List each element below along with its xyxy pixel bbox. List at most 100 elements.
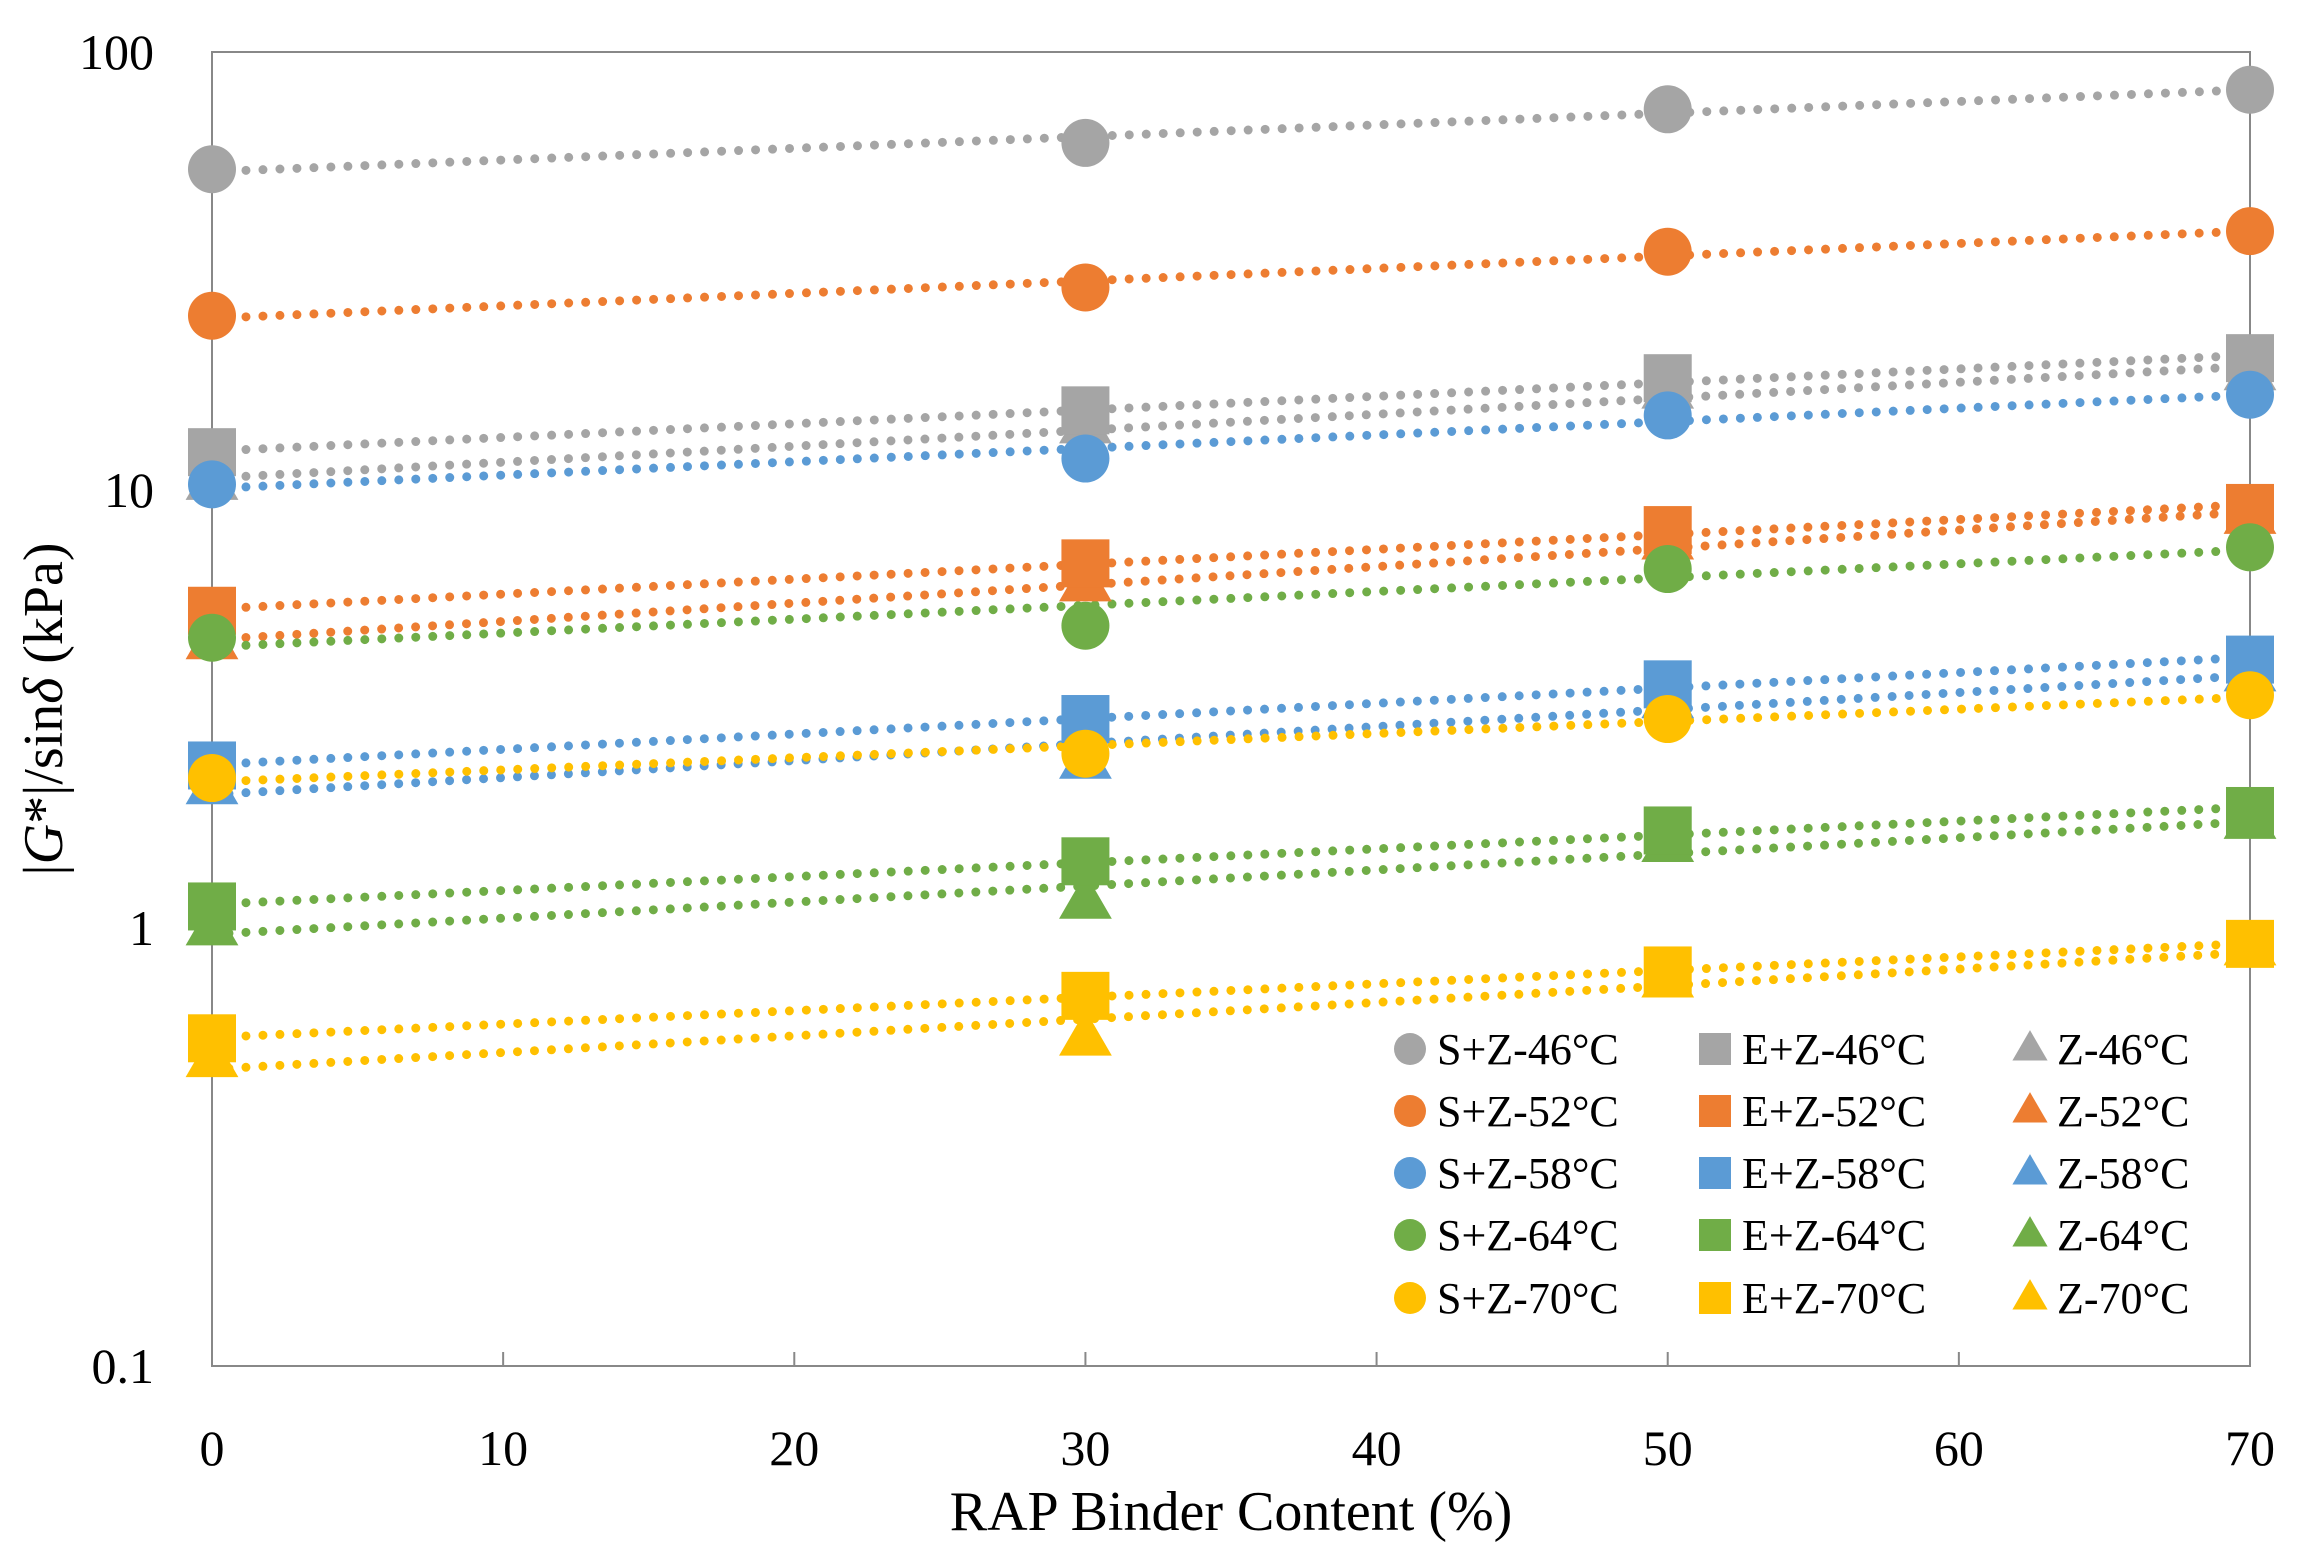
x-ticks bbox=[502, 1352, 1960, 1366]
circle-marker bbox=[188, 460, 236, 509]
circle-marker bbox=[1643, 391, 1692, 440]
square-marker bbox=[1643, 946, 1692, 995]
data-markers bbox=[185, 65, 2277, 1078]
y-axis-title-part: | bbox=[13, 864, 75, 875]
circle-marker bbox=[2226, 65, 2274, 114]
x-tick-label: 0 bbox=[200, 1420, 225, 1476]
legend-square-icon bbox=[1699, 1095, 1731, 1127]
trendline bbox=[207, 692, 2255, 787]
legend-circle-icon bbox=[1394, 1219, 1426, 1251]
trendline bbox=[207, 652, 2255, 770]
trendline bbox=[207, 390, 2255, 493]
circle-marker bbox=[1643, 85, 1692, 134]
legend-label: Z-52°C bbox=[2057, 1087, 2189, 1136]
square-marker bbox=[1061, 386, 1110, 435]
y-tick-label: 0.1 bbox=[92, 1338, 155, 1394]
y-tick-label: 10 bbox=[104, 462, 154, 518]
y-tick-labels: 0.1 1 10 100 bbox=[79, 24, 154, 1394]
trendlines bbox=[207, 85, 2255, 1074]
legend-circle-icon bbox=[1394, 1033, 1426, 1065]
trendline bbox=[207, 802, 2255, 909]
circle-marker bbox=[188, 613, 236, 662]
square-marker bbox=[188, 882, 236, 931]
legend-label: S+Z-64°C bbox=[1437, 1211, 1619, 1260]
circle-marker bbox=[1061, 263, 1110, 312]
trendline bbox=[207, 361, 2255, 483]
legend-circle-icon bbox=[1394, 1095, 1426, 1127]
legend-triangle-icon bbox=[2012, 1216, 2048, 1247]
legend-square-icon bbox=[1699, 1219, 1731, 1251]
trendline bbox=[207, 226, 2255, 323]
legend-square-icon bbox=[1699, 1157, 1731, 1189]
square-marker bbox=[1061, 971, 1110, 1020]
legend-circle-icon bbox=[1394, 1282, 1426, 1314]
square-marker bbox=[2226, 786, 2274, 835]
legend-label: Z-58°C bbox=[2057, 1149, 2189, 1198]
trendline bbox=[207, 817, 2255, 939]
legend-label: S+Z-52°C bbox=[1437, 1087, 1619, 1136]
trendline bbox=[207, 938, 2255, 1043]
circle-marker bbox=[1643, 227, 1692, 276]
square-marker bbox=[1061, 837, 1110, 886]
legend-label: S+Z-58°C bbox=[1437, 1149, 1619, 1198]
legend-circle-icon bbox=[1394, 1157, 1426, 1189]
x-tick-label: 30 bbox=[1060, 1420, 1110, 1476]
circle-marker bbox=[1061, 601, 1110, 650]
legend-triangle-icon bbox=[2012, 1092, 2048, 1123]
legend-label: E+Z-70°C bbox=[1742, 1274, 1926, 1323]
trendline bbox=[207, 947, 2255, 1074]
trendline bbox=[207, 85, 2255, 177]
legend-label: S+Z-46°C bbox=[1437, 1025, 1619, 1074]
y-axis-title-part: G bbox=[13, 824, 75, 864]
trendline bbox=[207, 500, 2255, 614]
legend-label: S+Z-70°C bbox=[1437, 1274, 1619, 1323]
triangle-marker bbox=[1059, 873, 1112, 919]
x-tick-label: 20 bbox=[769, 1420, 819, 1476]
legend-square-icon bbox=[1699, 1282, 1731, 1314]
x-tick-label: 60 bbox=[1934, 1420, 1984, 1476]
y-tick-label: 1 bbox=[129, 900, 154, 956]
square-marker bbox=[2226, 919, 2274, 968]
legend-label: Z-70°C bbox=[2057, 1274, 2189, 1323]
circle-marker bbox=[1643, 695, 1692, 744]
circle-marker bbox=[2226, 523, 2274, 572]
y-axis-title-part: *|/sin bbox=[13, 704, 75, 824]
trendline bbox=[207, 507, 2255, 645]
legend-label: Z-64°C bbox=[2057, 1211, 2189, 1260]
x-tick-labels: 0 10 20 30 40 50 60 70 bbox=[200, 1420, 2276, 1476]
circle-marker bbox=[188, 145, 236, 194]
trendline bbox=[207, 545, 2255, 652]
circle-marker bbox=[2226, 207, 2274, 256]
x-tick-label: 40 bbox=[1352, 1420, 1402, 1476]
legend-label: E+Z-64°C bbox=[1742, 1211, 1926, 1260]
x-tick-label: 10 bbox=[478, 1420, 528, 1476]
legend-label: E+Z-46°C bbox=[1742, 1025, 1926, 1074]
y-axis-title-part: (kPa) bbox=[13, 542, 75, 677]
legend-triangle-icon bbox=[2012, 1279, 2048, 1310]
square-marker bbox=[1643, 806, 1692, 855]
y-axis-title: |G*|/sinδ (kPa) bbox=[13, 542, 75, 875]
x-tick-label: 50 bbox=[1643, 1420, 1693, 1476]
triangle-marker bbox=[1059, 1010, 1112, 1056]
x-axis-title: RAP Binder Content (%) bbox=[950, 1481, 1513, 1543]
circle-marker bbox=[1643, 545, 1692, 594]
circle-marker bbox=[1061, 434, 1110, 483]
trendline bbox=[207, 350, 2255, 456]
x-tick-label: 70 bbox=[2225, 1420, 2275, 1476]
legend-triangle-icon bbox=[2012, 1154, 2048, 1185]
square-marker bbox=[188, 1014, 236, 1063]
legend-square-icon bbox=[1699, 1033, 1731, 1065]
legend: S+Z-46°C E+Z-46°C Z-46°C S+Z-52°C E+Z-52°C Z-… bbox=[1394, 1025, 2189, 1323]
legend-label: Z-46°C bbox=[2057, 1025, 2189, 1074]
circle-marker bbox=[2226, 671, 2274, 720]
legend-triangle-icon bbox=[2012, 1030, 2048, 1061]
square-marker bbox=[1061, 539, 1110, 588]
circle-marker bbox=[1061, 118, 1110, 167]
y-axis-title-part: δ bbox=[13, 677, 75, 704]
legend-label: E+Z-52°C bbox=[1742, 1087, 1926, 1136]
circle-marker bbox=[188, 291, 236, 340]
y-tick-label: 100 bbox=[79, 24, 154, 80]
circle-marker bbox=[2226, 370, 2274, 419]
legend-label: E+Z-58°C bbox=[1742, 1149, 1926, 1198]
